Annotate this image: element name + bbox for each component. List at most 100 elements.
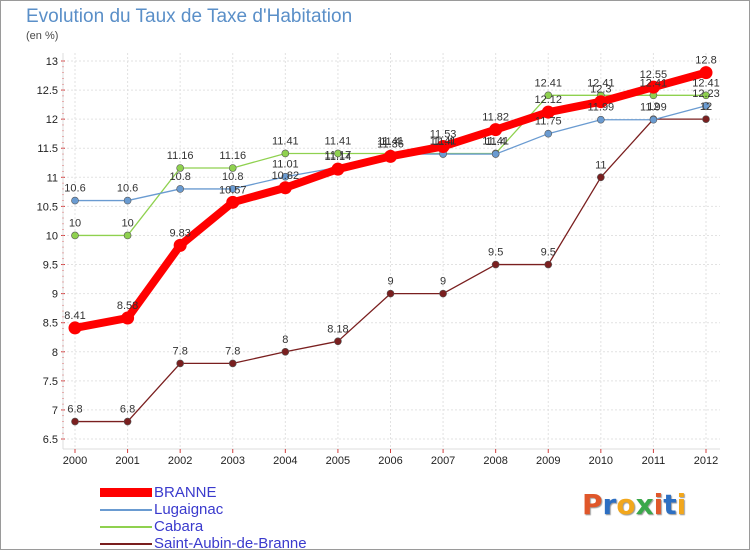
proxiti-logo: Proxiti [582, 488, 686, 521]
x-tick-label: 2001 [115, 455, 139, 467]
legend-item: Lugaignac [100, 501, 307, 518]
data-label: 11.4 [485, 136, 506, 148]
data-point [228, 164, 237, 172]
data-label: 11.82 [482, 112, 509, 124]
data-point [176, 359, 184, 368]
data-label: 10.6 [64, 183, 85, 195]
data-point [68, 321, 82, 335]
data-label: 11.41 [325, 135, 352, 147]
data-point [594, 95, 608, 109]
data-label: 12 [647, 101, 659, 113]
data-label: 12.41 [640, 77, 668, 89]
data-point [334, 337, 342, 346]
data-point [281, 149, 290, 158]
logo-letter: r [602, 488, 617, 521]
data-label: 8.58 [117, 300, 138, 312]
data-label: 10.8 [169, 171, 190, 183]
x-tick-label: 2012 [694, 455, 718, 467]
x-tick-label: 2008 [483, 455, 507, 467]
data-label: 10.8 [222, 171, 243, 183]
logo-letter: t [663, 488, 677, 521]
data-point [281, 347, 290, 356]
logo-letter: i [676, 488, 687, 521]
x-tick-label: 2005 [326, 455, 350, 467]
data-point [71, 417, 79, 426]
legend-swatch [100, 488, 152, 497]
data-point [278, 181, 292, 195]
y-tick-label: 12.5 [37, 85, 58, 97]
data-point [123, 231, 132, 240]
data-label: 11.16 [167, 150, 194, 162]
data-label: 11.41 [482, 135, 509, 147]
data-point [176, 185, 184, 193]
data-label: 12.3 [590, 84, 611, 96]
data-point [436, 139, 450, 153]
data-label: 9 [387, 276, 393, 288]
logo-letter: x [635, 488, 654, 521]
x-tick-label: 2006 [378, 455, 402, 467]
data-label: 9.5 [541, 247, 556, 259]
x-tick-label: 2003 [221, 455, 245, 467]
data-label: 12.41 [692, 77, 720, 89]
data-point [489, 123, 503, 137]
data-label: 9.83 [169, 227, 190, 239]
data-point [331, 162, 345, 176]
data-point [541, 105, 555, 119]
data-label: 11.41 [272, 135, 299, 147]
y-tick-label: 10.5 [37, 201, 58, 213]
legend-swatch [100, 542, 152, 545]
data-point [71, 196, 79, 205]
data-point [544, 91, 553, 100]
data-label: 12.12 [534, 94, 562, 106]
data-label: 6.8 [120, 404, 135, 416]
data-point [702, 115, 710, 123]
legend-item: Cabara [100, 518, 307, 535]
data-label: 11.4 [380, 136, 401, 148]
data-label: 10.6 [117, 183, 138, 195]
x-tick-label: 2007 [431, 455, 455, 467]
data-label: 10.57 [219, 184, 247, 196]
logo-letter: o [616, 488, 636, 521]
data-point [281, 172, 290, 181]
y-tick-label: 9 [52, 289, 58, 301]
chart-legend: BRANNE Lugaignac Cabara Saint-Aubin-de-Bran… [100, 484, 307, 552]
legend-label: Saint-Aubin-de-Branne [154, 535, 307, 552]
data-label: 8.41 [64, 310, 85, 322]
data-label: 11.41 [430, 135, 457, 147]
legend-label: Lugaignac [154, 501, 224, 518]
data-label: 11 [595, 159, 606, 171]
data-point [646, 80, 660, 94]
data-label: 9.5 [488, 247, 503, 259]
data-label: 11.99 [640, 102, 667, 114]
data-point [699, 66, 713, 80]
x-tick-label: 2000 [63, 455, 87, 467]
data-point [121, 311, 135, 325]
y-tick-label: 12 [46, 114, 58, 126]
data-point [384, 149, 397, 163]
logo-letter: i [653, 488, 664, 521]
data-point [173, 238, 187, 252]
data-label: 11.36 [377, 138, 404, 150]
data-point [597, 115, 605, 124]
data-label: 11.01 [272, 159, 299, 171]
x-tick-label: 2009 [536, 455, 560, 467]
data-label: 12.8 [695, 55, 716, 67]
data-point [439, 289, 447, 298]
data-label: 7.8 [225, 345, 240, 357]
legend-label: BRANNE [154, 484, 217, 501]
data-label: 6.8 [67, 404, 82, 416]
data-label: 12 [700, 101, 712, 113]
data-label: 11.41 [377, 135, 404, 147]
data-point [649, 115, 658, 124]
data-label: 11.4 [433, 136, 454, 148]
data-label: 11.75 [535, 116, 562, 128]
data-point [544, 129, 553, 138]
y-tick-label: 9.5 [43, 260, 58, 272]
data-point [544, 260, 553, 269]
data-label: 12.55 [640, 69, 668, 81]
data-point [123, 196, 132, 205]
chart-subtitle: (en %) [26, 30, 59, 42]
y-tick-label: 8 [52, 347, 58, 359]
data-label: 12.41 [587, 77, 615, 89]
